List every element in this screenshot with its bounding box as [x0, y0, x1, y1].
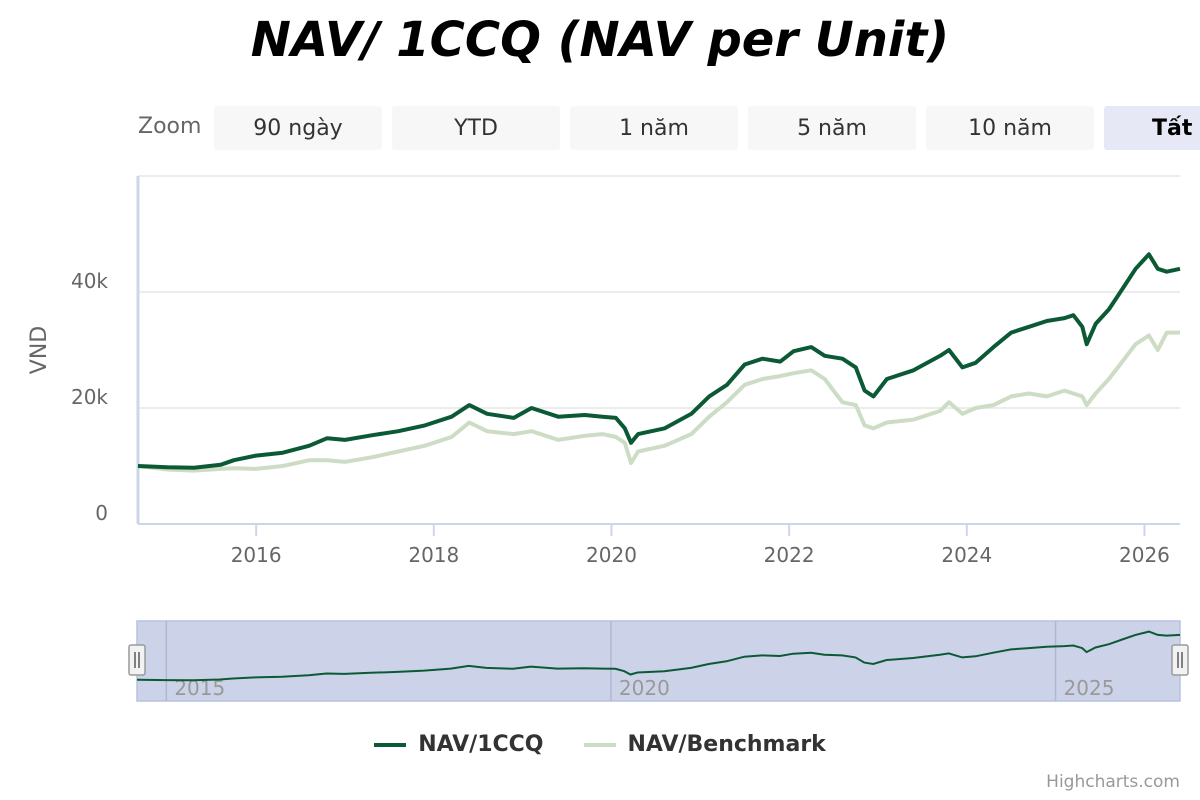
series-line-nav-1ccq[interactable] — [137, 252, 1181, 470]
series-line-nav-benchmark[interactable] — [137, 330, 1180, 473]
legend-swatch-nav-1ccq — [374, 742, 407, 747]
handle-box[interactable] — [128, 644, 146, 676]
x-tick-label: 2024 — [941, 543, 992, 567]
legend-swatch-nav-benchmark — [583, 742, 616, 747]
y-tick-label: 40k — [71, 269, 108, 293]
x-tick-label: 2020 — [586, 543, 637, 567]
zoom-90-days-button[interactable]: 90 ngày — [214, 106, 382, 150]
navigator-mask[interactable] — [136, 620, 1181, 702]
zoom-1-year-button[interactable]: 1 năm — [570, 106, 738, 150]
chart-title: NAV/ 1CCQ (NAV per Unit) — [250, 12, 950, 68]
x-tick-label: 2026 — [1119, 543, 1170, 567]
zoom-ytd-button[interactable]: YTD — [392, 106, 560, 150]
x-tick-label: 2022 — [764, 543, 815, 567]
legend-item-nav-1ccq[interactable]: NAV/1CCQ — [374, 732, 544, 757]
plot-series — [137, 252, 1181, 473]
legend-label-nav-1ccq: NAV/1CCQ — [418, 732, 544, 757]
legend-label-nav-benchmark: NAV/Benchmark — [627, 732, 826, 757]
x-tick-label: 2018 — [408, 543, 459, 567]
y-tick-label: 20k — [71, 385, 108, 409]
navigator-tick-label: 2020 — [619, 676, 670, 700]
grid-lines — [138, 175, 1180, 525]
navigator[interactable]: 2015 2020 2025 — [128, 620, 1189, 702]
y-tick-label: 0 — [95, 501, 108, 525]
y-axis-title: VND — [27, 326, 52, 374]
navigator-tick-label: 2025 — [1064, 676, 1115, 700]
axes: 0 20k 40k 2016 2018 2020 2022 2024 2026 — [71, 176, 1180, 567]
navigator-handle-right[interactable] — [1171, 644, 1189, 676]
navigator-handle-left[interactable] — [128, 644, 146, 676]
credits-link[interactable]: Highcharts.com — [1046, 772, 1180, 792]
x-tick-label: 2016 — [231, 543, 282, 567]
zoom-all-button[interactable]: Tất — [1104, 106, 1200, 150]
navigator-series-line — [136, 630, 1181, 682]
zoom-label: Zoom — [138, 114, 202, 139]
zoom-10-years-button[interactable]: 10 năm — [926, 106, 1094, 150]
zoom-5-years-button[interactable]: 5 năm — [748, 106, 916, 150]
legend-item-nav-benchmark[interactable]: NAV/Benchmark — [583, 732, 826, 757]
handle-box[interactable] — [1171, 644, 1189, 676]
legend: NAV/1CCQ NAV/Benchmark — [0, 732, 1200, 757]
